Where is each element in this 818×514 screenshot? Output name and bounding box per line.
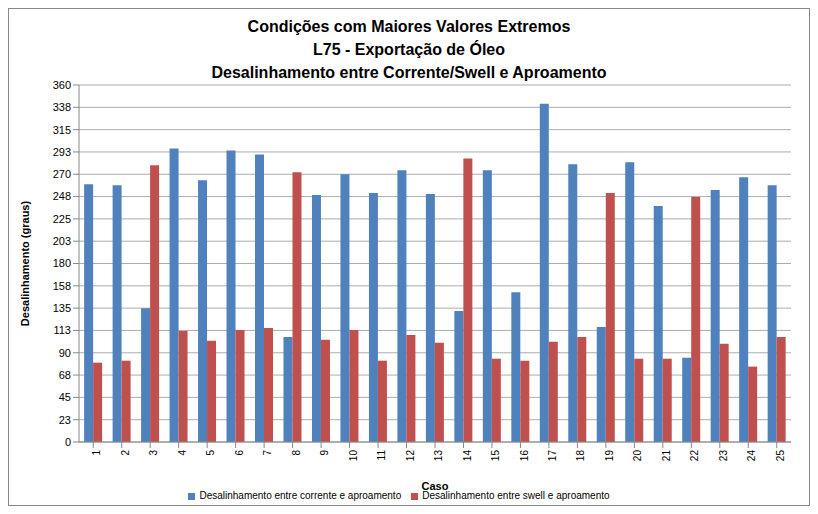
svg-text:158: 158 <box>53 280 71 292</box>
svg-text:23: 23 <box>59 414 71 426</box>
svg-text:14: 14 <box>462 450 473 462</box>
svg-text:225: 225 <box>53 213 71 225</box>
html-text:Desalinhamento entre swell e a: Desalinhamento entre swell e aproamento <box>422 490 610 501</box>
svg-text:23: 23 <box>718 450 729 462</box>
svg-text:25: 25 <box>775 450 786 462</box>
svg-text:22: 22 <box>689 450 700 462</box>
svg-text:203: 203 <box>53 235 71 247</box>
svg-text:11: 11 <box>376 450 387 461</box>
html-text:Desalinhamento entre Corrente/: Desalinhamento entre Corrente/Swell e Ap… <box>211 64 607 81</box>
svg-text:8: 8 <box>291 450 302 456</box>
svg-text:2: 2 <box>120 450 131 456</box>
svg-text:315: 315 <box>53 124 71 136</box>
svg-text:45: 45 <box>59 391 71 403</box>
svg-text:135: 135 <box>53 302 71 314</box>
html-text:Desalinhamento entre corrente: Desalinhamento entre corrente e aproamen… <box>199 490 402 501</box>
svg-text:338: 338 <box>53 101 71 113</box>
svg-text:180: 180 <box>53 257 71 269</box>
svg-text:3: 3 <box>148 450 159 456</box>
svg-text:270: 270 <box>53 168 71 180</box>
svg-text:360: 360 <box>53 79 71 91</box>
svg-text:15: 15 <box>490 450 501 462</box>
svg-text:248: 248 <box>53 190 71 202</box>
svg-text:13: 13 <box>433 450 444 462</box>
svg-text:113: 113 <box>53 324 71 336</box>
svg-text:4: 4 <box>177 450 188 456</box>
svg-text:17: 17 <box>547 450 558 462</box>
svg-text:1: 1 <box>91 450 102 456</box>
svg-text:12: 12 <box>405 450 416 462</box>
svg-text:5: 5 <box>205 450 216 456</box>
html-text:L75 - Exportação de Óleo: L75 - Exportação de Óleo <box>313 41 505 58</box>
svg-text:7: 7 <box>262 450 273 456</box>
svg-text:9: 9 <box>319 450 330 456</box>
svg-text:Caso: Caso <box>422 480 449 492</box>
svg-text:10: 10 <box>348 450 359 462</box>
svg-text:6: 6 <box>234 450 245 456</box>
html-text:Condições com Maiores Valores: Condições com Maiores Valores Extremos <box>247 18 571 35</box>
svg-text:68: 68 <box>59 369 71 381</box>
svg-text:20: 20 <box>632 450 643 462</box>
svg-text:24: 24 <box>746 450 757 462</box>
svg-text:0: 0 <box>65 436 71 448</box>
svg-text:90: 90 <box>59 347 71 359</box>
svg-text:Desalinhamento (graus): Desalinhamento (graus) <box>19 201 31 327</box>
svg-text:19: 19 <box>604 450 615 462</box>
svg-text:18: 18 <box>576 450 587 462</box>
svg-text:293: 293 <box>53 146 71 158</box>
svg-text:16: 16 <box>519 450 530 462</box>
svg-text:21: 21 <box>661 450 672 462</box>
